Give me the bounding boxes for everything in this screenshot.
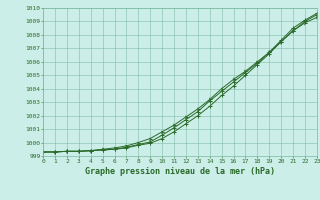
X-axis label: Graphe pression niveau de la mer (hPa): Graphe pression niveau de la mer (hPa) [85,167,275,176]
